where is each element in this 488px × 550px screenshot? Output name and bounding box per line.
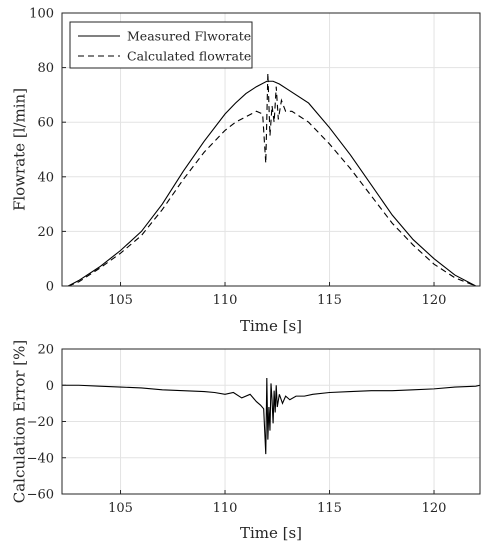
flowrate-y-tick-label: 0 [46, 280, 54, 295]
flowrate-x-axis-label: Time [s] [240, 317, 302, 335]
error-series-line-0 [62, 377, 481, 455]
flowrate-x-tick-label: 105 [108, 293, 133, 308]
error-x-axis-label: Time [s] [240, 524, 302, 542]
error-y-tick-label: 20 [37, 343, 54, 358]
flowrate-legend: Measured Flworate Calculated flowrate [69, 21, 253, 69]
error-y-tick-label: −60 [27, 488, 54, 503]
error-chart: 105 110 115 120 −60 −40 −20 0 20 Time [s] Calcul… [10, 340, 481, 542]
flowrate-y-axis-label: Flowrate [l/min] [10, 88, 28, 211]
flowrate-plot-frame [61, 12, 481, 287]
error-x-tick-label: 105 [108, 501, 133, 516]
flowrate-y-tick-label: 100 [29, 7, 54, 22]
flowrate-y-tick-label: 40 [37, 170, 54, 185]
error-y-tick-label: −40 [27, 451, 54, 466]
flowrate-y-tick-label: 60 [37, 116, 54, 131]
error-y-axis-label: Calculation Error [%] [10, 340, 28, 504]
legend-label-measured: Measured Flworate [127, 29, 251, 44]
flowrate-y-tick-label: 20 [37, 225, 54, 240]
flowrate-chart: 105 110 115 120 0 20 40 60 80 100 Time [s] Flowra… [10, 7, 481, 335]
flowrate-series-line-1 [68, 73, 477, 287]
flowrate-y-tick-label: 80 [37, 61, 54, 76]
flowrate-x-tick-label: 110 [213, 293, 238, 308]
flowrate-series-line-0 [68, 80, 477, 287]
flowrate-x-tick-label: 115 [317, 293, 342, 308]
error-x-tick-label: 120 [422, 501, 447, 516]
legend-label-calculated: Calculated flowrate [127, 49, 251, 64]
error-y-tick-label: 0 [46, 379, 54, 394]
flowrate-x-tick-label: 120 [422, 293, 447, 308]
error-x-tick-label: 110 [213, 501, 238, 516]
error-y-tick-label: −20 [27, 415, 54, 430]
error-x-tick-label: 115 [317, 501, 342, 516]
